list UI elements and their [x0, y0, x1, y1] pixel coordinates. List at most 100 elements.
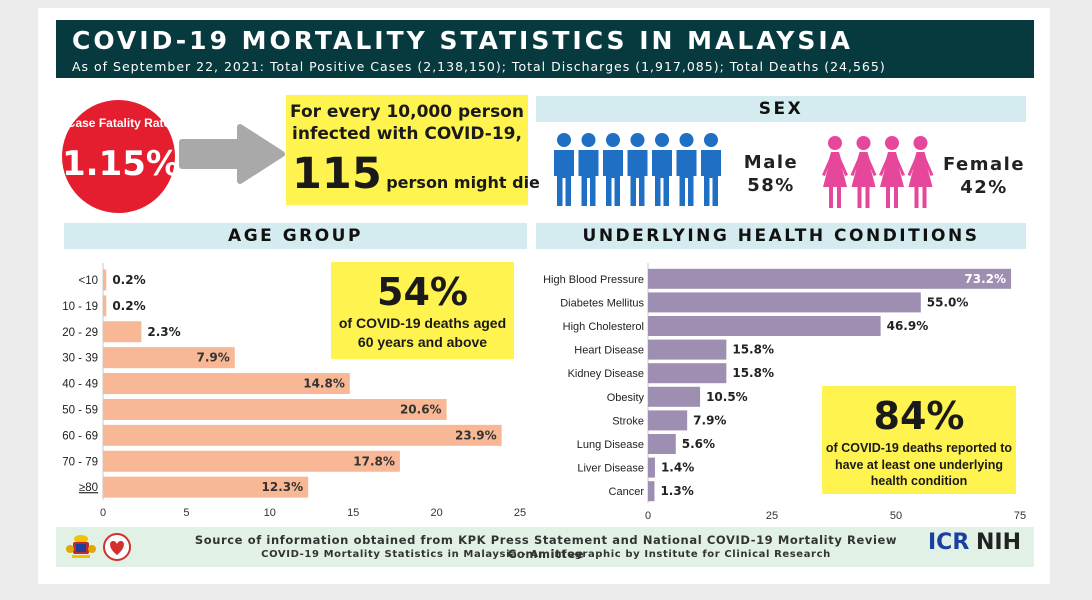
category-label: <10 [78, 275, 98, 287]
age-group-section-title: AGE GROUP [64, 223, 527, 249]
category-label: 60 - 69 [62, 430, 98, 442]
bar [103, 450, 400, 472]
female-person-icon [822, 136, 848, 208]
bar [648, 339, 727, 360]
male-person-icon [603, 133, 623, 206]
x-tick-label: 25 [514, 507, 526, 519]
x-tick-label: 5 [183, 507, 189, 519]
right-arrow-icon [179, 124, 285, 184]
category-label: Heart Disease [574, 345, 644, 357]
malaysia-coat-of-arms-logo [66, 535, 96, 558]
age-group-bar-chart: <10 0.2% 10 - 19 0.2% 20 - 29 2.3% 30 - 39 7.9%… [62, 263, 526, 519]
deaths-per-10000-callout: For every 10,000 person infected with CO… [286, 95, 540, 205]
bar [648, 410, 688, 431]
male-person-icon [676, 133, 697, 206]
moh-heart-logo [103, 533, 131, 561]
bar [103, 295, 107, 317]
male-person-icons [554, 133, 721, 206]
x-tick-label: 20 [430, 507, 442, 519]
value-label: 20.6% [400, 402, 442, 416]
male-value: 58% [747, 175, 795, 196]
value-label: 5.6% [682, 437, 715, 451]
sex-section-title: SEX [536, 96, 1026, 122]
category-label: 40 - 49 [62, 379, 98, 391]
category-label: High Cholesterol [563, 321, 644, 333]
header-banner: COVID-19 MORTALITY STATISTICS IN MALAYSI… [56, 20, 1034, 78]
category-label: Stroke [612, 415, 644, 427]
value-label: 7.9% [196, 351, 229, 365]
value-label: 15.8% [732, 366, 774, 380]
page-title: COVID-19 MORTALITY STATISTICS IN MALAYSI… [72, 26, 854, 55]
value-label: 73.2% [964, 272, 1006, 286]
underlying-callout-value: 84% [873, 394, 965, 438]
footer-source: Source of information obtained from KPK … [194, 533, 898, 561]
underlying-conditions-bar-chart: High Blood Pressure 73.2% Diabetes Mellitu… [543, 263, 1026, 522]
bar [103, 424, 502, 446]
icr-logo: ICR [928, 531, 969, 555]
cfr-label: Case Fatality Rate [66, 116, 171, 130]
bar [103, 476, 309, 498]
category-label: Lung Disease [577, 439, 644, 451]
female-person-icon [850, 136, 877, 208]
page-subtitle: As of September 22, 2021: Total Positive… [72, 59, 886, 74]
category-label: Liver Disease [577, 463, 644, 475]
value-label: 55.0% [927, 295, 969, 309]
value-label: 23.9% [455, 428, 497, 442]
value-label: 10.5% [706, 390, 748, 404]
callout-number: 115 [292, 149, 382, 199]
female-person-icons [822, 136, 934, 208]
value-label: 17.8% [353, 454, 395, 468]
value-label: 12.3% [262, 480, 304, 494]
category-label: 70 - 79 [62, 456, 98, 468]
female-value: 42% [960, 177, 1008, 198]
footer-credit: COVID-19 Mortality Statistics in Malaysi… [261, 549, 831, 560]
cfr-value: 1.15% [62, 144, 180, 184]
bar [648, 457, 655, 478]
bar [103, 269, 107, 291]
callout-text: For every 10,000 person infected with CO… [290, 102, 524, 144]
female-person-icon [907, 136, 934, 208]
male-person-icon [578, 133, 599, 206]
category-label: Obesity [607, 392, 645, 404]
value-label: 15.8% [732, 343, 774, 357]
category-label: Cancer [609, 486, 645, 498]
female-stat: Female 42% [940, 153, 1028, 199]
callout-number-row: 115 person might die [292, 149, 540, 199]
x-tick-label: 0 [645, 510, 651, 522]
x-tick-label: 50 [890, 510, 902, 522]
bar [103, 398, 447, 420]
male-person-icon [554, 133, 574, 206]
icr-logo-text: ICR [928, 530, 970, 555]
bar [648, 316, 881, 336]
male-stat: Male 58% [740, 151, 802, 197]
bar [103, 373, 350, 395]
category-label: High Blood Pressure [543, 274, 644, 286]
underlying-conditions-section-title: UNDERLYING HEALTH CONDITIONS [536, 223, 1026, 249]
male-person-icon [701, 133, 721, 206]
x-tick-label: 25 [766, 510, 778, 522]
female-label: Female [942, 154, 1026, 175]
category-label: Diabetes Mellitus [560, 297, 644, 309]
case-fatality-rate-badge: Case Fatality Rate 1.15% [62, 100, 180, 213]
value-label: 1.3% [660, 484, 693, 498]
age-callout: 54% of COVID-19 deaths aged 60 years and… [331, 262, 514, 359]
category-label: 20 - 29 [62, 327, 98, 339]
x-tick-label: 15 [347, 507, 359, 519]
age-callout-value: 54% [377, 270, 468, 314]
x-tick-label: 10 [264, 507, 276, 519]
category-label: ≥80 [79, 482, 98, 494]
category-label: 10 - 19 [62, 301, 98, 313]
bar [103, 321, 142, 343]
value-label: 0.2% [112, 273, 145, 287]
bar [648, 481, 655, 502]
category-label: 50 - 59 [62, 404, 98, 416]
bar [648, 386, 701, 407]
nih-logo: NIH [976, 531, 1021, 555]
category-label: Kidney Disease [568, 368, 644, 380]
underlying-callout: 84% of COVID-19 deaths reported to have … [822, 386, 1016, 494]
age-callout-text: of COVID-19 deaths aged 60 years and abo… [338, 315, 507, 350]
value-label: 1.4% [661, 461, 694, 475]
underlying-callout-text: of COVID-19 deaths reported to have at l… [825, 441, 1013, 488]
x-tick-label: 75 [1014, 510, 1026, 522]
category-label: 30 - 39 [62, 353, 98, 365]
